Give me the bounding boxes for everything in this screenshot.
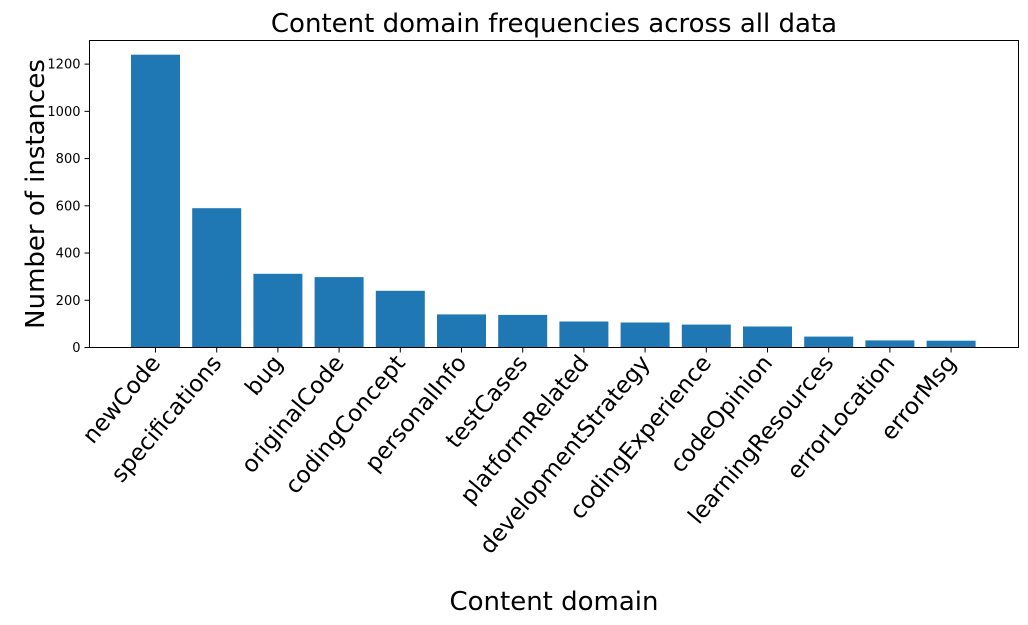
bar-bug [253, 273, 303, 348]
bar-errorLocation [865, 340, 915, 348]
y-tick-label: 400 [56, 247, 81, 262]
y-tick-label: 1000 [47, 105, 80, 120]
bar-newCode [131, 54, 180, 348]
bar-testCases [498, 314, 548, 348]
y-axis-label: Number of instances [21, 59, 51, 329]
bar-platformRelated [559, 321, 609, 348]
x-tick-label: errorLocation [782, 351, 900, 485]
y-tick-label: 600 [56, 199, 81, 214]
y-tick-label: 0 [72, 341, 80, 356]
bar-originalCode [314, 277, 364, 348]
bar-developmentStrategy [620, 322, 670, 348]
x-tick-label: bug [240, 351, 288, 401]
y-tick-label: 800 [56, 152, 81, 167]
bars-group [131, 54, 976, 348]
x-tick-label: specifications [106, 351, 227, 488]
bar-codingExperience [681, 324, 731, 348]
chart-title: Content domain frequencies across all da… [271, 9, 837, 39]
y-axis-ticks: 0 200 400 600 800 1000 1200 [47, 58, 90, 356]
bar-errorMsg [926, 340, 976, 348]
bar-codingConcept [375, 290, 425, 348]
plot-frame [89, 40, 1019, 348]
y-tick-label: 200 [56, 294, 81, 309]
bar-codeOpinion [743, 326, 792, 348]
bar-learningResources [804, 336, 854, 348]
bar-specifications [192, 208, 242, 348]
bar-personalInfo [437, 314, 486, 348]
y-tick-label: 1200 [47, 58, 80, 73]
x-axis-label: Content domain [449, 587, 658, 617]
